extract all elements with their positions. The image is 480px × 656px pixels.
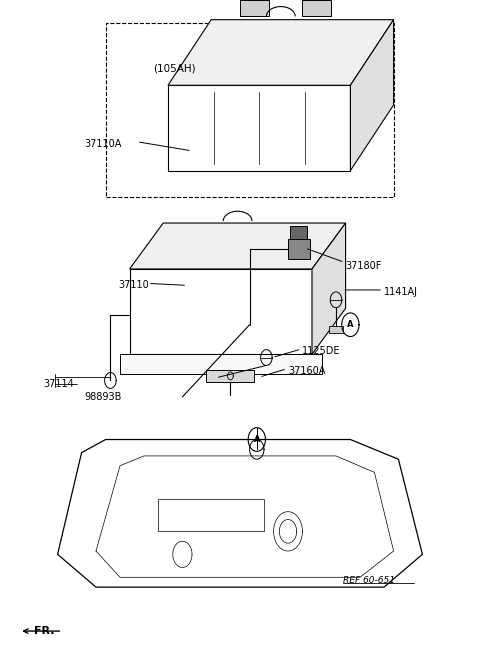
Text: 37110: 37110 [118, 280, 149, 291]
Text: (105AH): (105AH) [154, 64, 196, 74]
Polygon shape [290, 226, 307, 239]
Polygon shape [288, 239, 310, 259]
Polygon shape [168, 20, 394, 85]
Text: 37160A: 37160A [288, 365, 325, 376]
Text: A: A [253, 435, 260, 444]
Text: 37110A: 37110A [84, 139, 121, 150]
Polygon shape [206, 370, 254, 382]
Polygon shape [350, 20, 394, 171]
Polygon shape [312, 223, 346, 354]
Polygon shape [329, 326, 343, 333]
Polygon shape [158, 499, 264, 531]
Text: 37114: 37114 [43, 379, 74, 389]
Text: A: A [347, 320, 354, 329]
Text: 37180F: 37180F [346, 260, 382, 271]
Text: 98893B: 98893B [84, 392, 121, 402]
Text: 1141AJ: 1141AJ [384, 287, 418, 297]
Polygon shape [302, 0, 331, 16]
Polygon shape [130, 269, 312, 354]
Polygon shape [168, 85, 350, 171]
Polygon shape [240, 0, 269, 16]
Polygon shape [130, 223, 346, 269]
Polygon shape [120, 354, 322, 374]
Text: FR.: FR. [34, 626, 54, 636]
Polygon shape [58, 440, 422, 587]
Text: 1125DE: 1125DE [302, 346, 341, 356]
Text: REF 60-651: REF 60-651 [343, 576, 395, 585]
